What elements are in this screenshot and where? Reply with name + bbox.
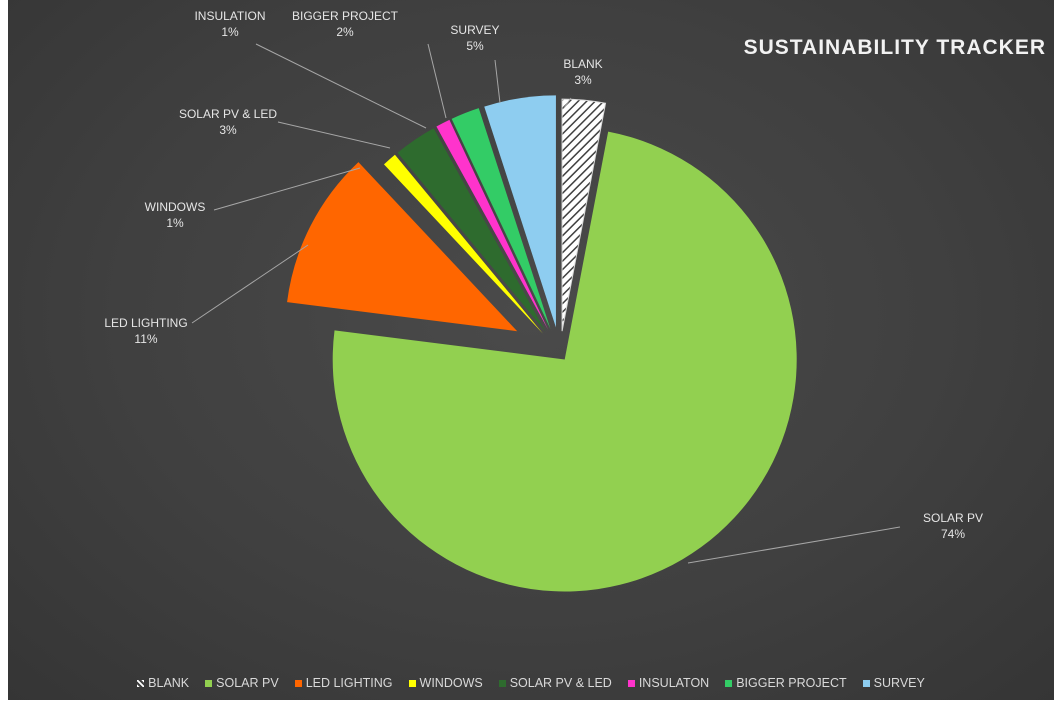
data-label-value-solar-pv: 74%	[941, 527, 965, 541]
legend-label: INSULATON	[638, 676, 710, 690]
data-label-blank: BLANK	[563, 57, 602, 71]
legend-label: BLANK	[148, 676, 190, 690]
legend-swatch	[862, 679, 870, 687]
legend-swatch	[294, 679, 302, 687]
pie-slice-blank	[561, 98, 607, 332]
legend-item-blank: BLANK	[137, 676, 189, 690]
data-label-value-blank: 3%	[574, 73, 592, 87]
legend-label: BIGGER PROJECT	[736, 676, 847, 690]
data-label-windows: WINDOWS	[145, 200, 206, 214]
data-label-value-solar-pv-led: 3%	[219, 123, 237, 137]
legend-item-survey: SURVEY	[862, 676, 925, 690]
data-label-solar-pv: SOLAR PV	[923, 511, 983, 525]
data-label-value-insulation: 1%	[221, 25, 239, 39]
legend-label: SOLAR PV	[216, 676, 279, 690]
legend-swatch	[498, 679, 506, 687]
data-label-value-windows: 1%	[166, 216, 184, 230]
pie-slice-survey	[484, 95, 556, 328]
legend: BLANK SOLAR PV LED LIGHTING WINDOWS SOLAR PV…	[8, 676, 1054, 690]
legend-item-solar-pv-led: SOLAR PV & LED	[498, 676, 612, 690]
legend-swatch	[627, 679, 635, 687]
pie-slice-solar-pv-led	[397, 128, 546, 332]
legend-swatch	[408, 679, 416, 687]
legend-label: SURVEY	[873, 676, 925, 690]
leader-line-windows	[213, 167, 361, 211]
data-label-value-survey: 5%	[466, 39, 484, 53]
leader-line-solar-pv	[687, 526, 901, 564]
data-label-insulation: INSULATION	[194, 9, 265, 23]
pie-slice-led-lighting	[287, 162, 518, 332]
legend-item-solar-pv: SOLAR PV	[205, 676, 279, 690]
legend-item-bigger-project: BIGGER PROJECT	[725, 676, 847, 690]
data-label-solar-pv-led: SOLAR PV & LED	[179, 107, 277, 121]
data-label-value-led-lighting: 11%	[134, 332, 157, 346]
legend-swatch	[137, 679, 145, 687]
leader-line-solar-pv-led	[277, 121, 391, 149]
legend-item-windows: WINDOWS	[408, 676, 483, 690]
pie-chart: BLANK 3% SOLAR PV 74% LED LIGHTING 11% WINDOWS…	[104, 9, 983, 592]
legend-label: LED LIGHTING	[305, 676, 393, 690]
leader-line-bigger-project	[427, 43, 447, 119]
data-label-bigger-project: BIGGER PROJECT	[292, 9, 399, 23]
data-label-led-lighting: LED LIGHTING	[104, 316, 187, 330]
legend-label: WINDOWS	[419, 676, 483, 690]
legend-swatch	[725, 679, 733, 687]
leader-line-led-lighting	[191, 244, 309, 324]
pie-slice-bigger-project	[451, 108, 551, 329]
chart-title: SUSTAINABILITY TRACKER	[743, 36, 1046, 59]
pie-slice-insulation	[436, 119, 549, 330]
leader-line-blank	[563, 97, 572, 109]
legend-label: SOLAR PV & LED	[509, 676, 612, 690]
leader-line-survey	[494, 59, 501, 104]
legend-item-insulation: INSULATON	[627, 676, 710, 690]
data-label-value-bigger-project: 2%	[336, 25, 354, 39]
data-label-survey: SURVEY	[450, 23, 499, 37]
legend-item-led-lighting: LED LIGHTING	[294, 676, 393, 690]
legend-swatch	[205, 679, 213, 687]
leader-line-insulation	[255, 43, 427, 129]
pie-slice-solar-pv	[332, 131, 797, 592]
chart-area: BLANK 3% SOLAR PV 74% LED LIGHTING 11% WINDOWS…	[8, 0, 1054, 700]
pie-slice-windows	[383, 154, 543, 334]
